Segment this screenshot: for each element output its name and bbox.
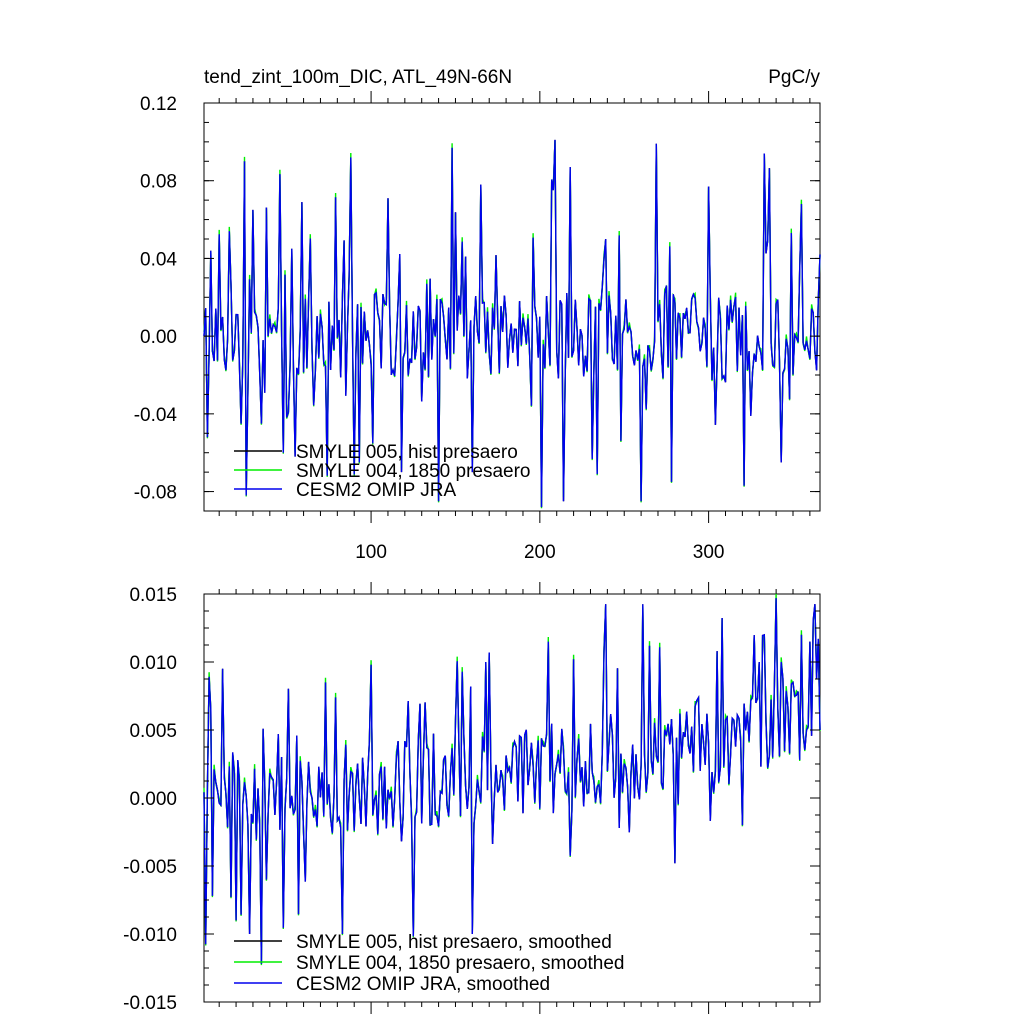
top-y-axis: 0.12 0.08 0.04 0.00 -0.04 -0.08 [134,94,820,512]
legend-label: SMYLE 004, 1850 presaero [296,461,531,482]
legend-label: CESM2 OMIP JRA, smoothed [296,974,550,995]
bottom-x-axis [218,582,811,1014]
top-series-lines [203,139,821,509]
legend-label: SMYLE 005, hist presaero [296,442,518,463]
top-panel-units: PgC/y [768,67,820,88]
y-tick-label: 0.12 [140,94,177,115]
legend-label: SMYLE 004, 1850 presaero, smoothed [296,953,624,974]
y-tick-label: 0.00 [140,327,177,348]
bottom-series-lines [203,593,821,966]
x-tick-label: 300 [693,542,725,563]
x-tick-label: 100 [355,542,387,563]
y-tick-label: -0.08 [134,483,177,504]
x-tick-label: 200 [524,542,556,563]
bottom-legend: SMYLE 005, hist presaero, smoothedSMYLE … [234,932,624,995]
top-plot-frame [203,102,821,512]
legend-label: CESM2 OMIP JRA [296,480,456,501]
legend-label: SMYLE 005, hist presaero, smoothed [296,932,612,953]
y-tick-label: 0.015 [129,585,177,606]
y-tick-label: -0.005 [123,857,177,878]
bottom-y-axis: 0.015 0.010 0.005 0.000 -0.005 -0.010 -0.015 [123,585,820,1014]
series-omip-jra-line [203,139,821,508]
y-tick-label: -0.04 [134,405,178,426]
top-x-axis: 100 200 300 [218,91,811,563]
series-omip-jra-line [203,598,821,964]
bottom-panel: 0.015 0.010 0.005 0.000 -0.005 -0.010 -0.015 S… [123,582,821,1014]
y-tick-label: 0.08 [140,172,177,193]
y-tick-label: 0.005 [129,721,177,742]
y-tick-label: 0.04 [140,249,177,270]
top-panel: tend_zint_100m_DIC, ATL_49N-66N PgC/y 0.… [134,67,821,563]
y-tick-label: 0.000 [129,789,177,810]
y-tick-label: 0.010 [129,653,177,674]
y-tick-label: -0.010 [123,925,177,946]
top-panel-title: tend_zint_100m_DIC, ATL_49N-66N [204,67,512,88]
y-tick-label: -0.015 [123,993,177,1014]
